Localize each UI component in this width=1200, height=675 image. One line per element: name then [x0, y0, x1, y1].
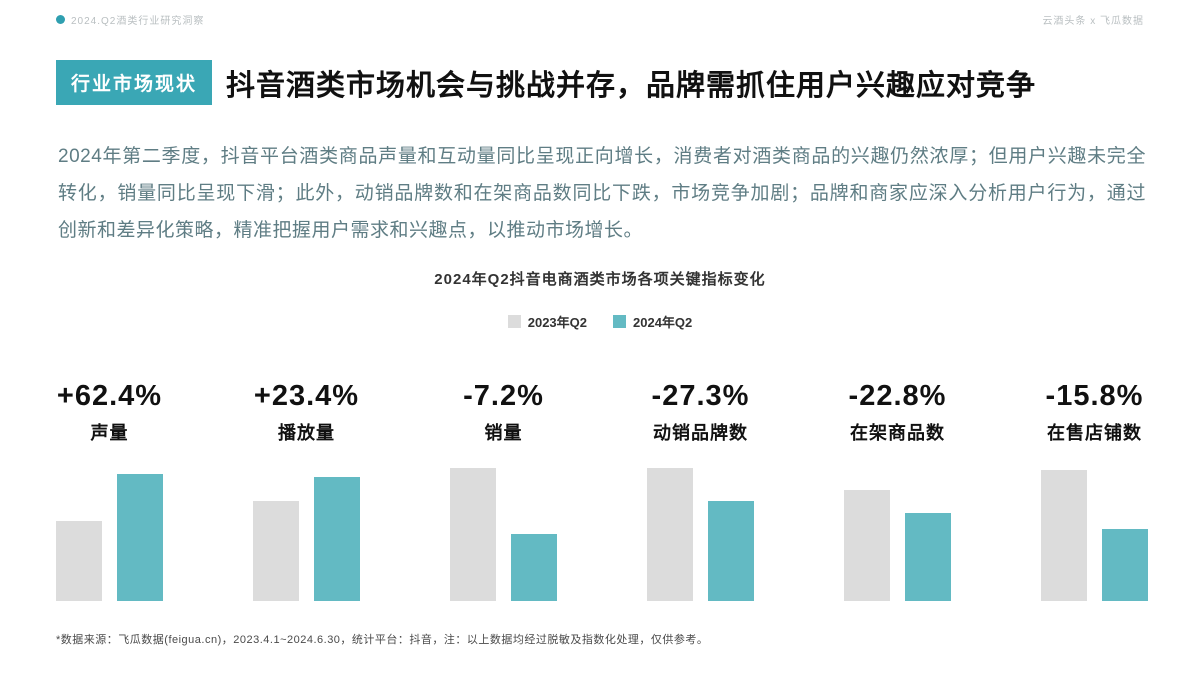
bar-chart: +62.4% 声量 +23.4% 播放量 -7.2% 销量 -27.3% 动销品牌数 -22.8… [56, 380, 1148, 601]
top-bar: 2024.Q2酒类行业研究洞察 云酒头条 x 飞瓜数据 [56, 12, 1144, 27]
change-label: +23.4% [253, 380, 360, 412]
header: 行业市场现状 抖音酒类市场机会与挑战并存，品牌需抓住用户兴趣应对竞争 [56, 60, 1160, 105]
bar-2023年Q2 [56, 521, 102, 601]
chart-legend: 2023年Q2 2024年Q2 [0, 312, 1200, 331]
chart-group-5: -22.8% 在架商品数 [844, 380, 951, 601]
chart-group-2: +23.4% 播放量 [253, 380, 360, 601]
bar-2023年Q2 [450, 468, 496, 601]
bar-2023年Q2 [844, 490, 890, 601]
data-source-footnote: *数据来源：飞瓜数据(feigua.cn)，2023.4.1~2024.6.30… [56, 634, 709, 646]
summary-paragraph: 2024年第二季度，抖音平台酒类商品声量和互动量同比呈现正向增长，消费者对酒类商… [58, 146, 1146, 242]
chart-group-1: +62.4% 声量 [56, 380, 163, 601]
bar-pair [253, 461, 360, 601]
chart-group-3: -7.2% 销量 [450, 380, 557, 601]
category-label: 销量 [484, 423, 523, 443]
bar-pair [647, 461, 754, 601]
bar-pair [450, 461, 557, 601]
bar-2023年Q2 [253, 501, 299, 601]
bar-2024年Q2 [511, 534, 557, 601]
change-label: -22.8% [848, 380, 947, 412]
legend-item-2023: 2023年Q2 [507, 312, 587, 331]
page-title: 抖音酒类市场机会与挑战并存，品牌需抓住用户兴趣应对竞争 [226, 69, 1037, 102]
dot-icon [56, 15, 65, 24]
bar-2023年Q2 [1041, 470, 1087, 601]
category-label: 在架商品数 [850, 423, 945, 443]
chart-title: 2024年Q2抖音电商酒类市场各项关键指标变化 [434, 271, 766, 288]
bar-2024年Q2 [314, 477, 360, 601]
chart-group-4: -27.3% 动销品牌数 [647, 380, 754, 601]
bar-2024年Q2 [117, 474, 163, 601]
legend-swatch-2023 [507, 315, 521, 328]
change-label: +62.4% [56, 380, 163, 412]
bar-2024年Q2 [1102, 529, 1148, 601]
bar-pair [1041, 461, 1148, 601]
legend-label-2024: 2024年Q2 [633, 315, 693, 330]
bar-2024年Q2 [708, 501, 754, 601]
category-label: 在售店铺数 [1047, 423, 1142, 443]
bar-2024年Q2 [905, 513, 951, 601]
report-tag: 2024.Q2酒类行业研究洞察 [56, 12, 204, 27]
chart-group-6: -15.8% 在售店铺数 [1041, 380, 1148, 601]
change-label: -7.2% [463, 380, 544, 412]
change-label: -27.3% [651, 380, 750, 412]
category-label: 声量 [90, 423, 129, 443]
category-label: 播放量 [278, 423, 335, 443]
bar-pair [56, 461, 163, 601]
bar-pair [844, 461, 951, 601]
section-badge: 行业市场现状 [56, 60, 213, 105]
legend-label-2023: 2023年Q2 [527, 315, 587, 330]
legend-item-2024: 2024年Q2 [613, 312, 692, 331]
legend-swatch-2024 [613, 315, 626, 328]
brand-credit: 云酒头条 x 飞瓜数据 [1042, 16, 1144, 27]
category-label: 动销品牌数 [653, 423, 748, 443]
change-label: -15.8% [1045, 380, 1144, 412]
report-tag-label: 2024.Q2酒类行业研究洞察 [71, 16, 205, 27]
bar-2023年Q2 [647, 468, 693, 601]
